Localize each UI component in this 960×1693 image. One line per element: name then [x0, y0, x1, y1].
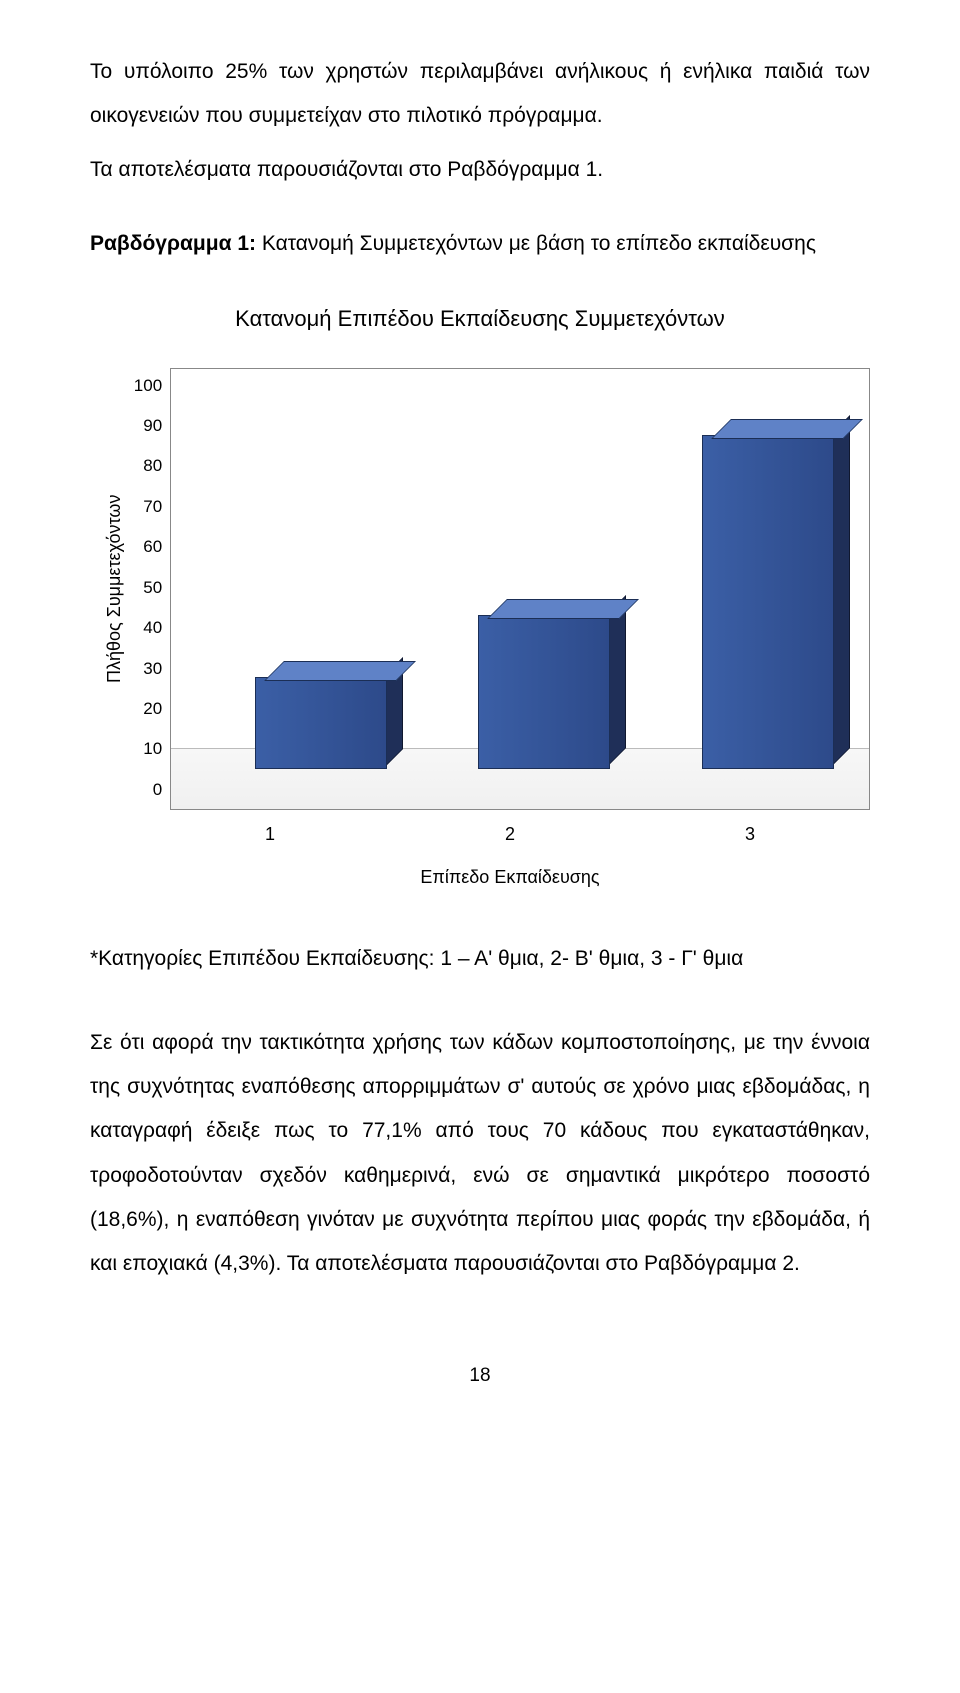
x-tick: 3 — [630, 816, 870, 854]
chart-desc-rest: Κατανομή Συμμετεχόντων με βάση το επίπεδ… — [256, 232, 816, 255]
y-tick: 70 — [143, 489, 162, 525]
y-tick: 40 — [143, 610, 162, 646]
y-tick: 60 — [143, 529, 162, 565]
y-tick: 10 — [143, 731, 162, 767]
y-tick: 90 — [143, 408, 162, 444]
paragraph-2: Τα αποτελέσματα παρουσιάζονται στο Ραβδό… — [90, 148, 870, 192]
y-axis-ticks: 1009080706050403020100 — [134, 368, 170, 808]
chart-title: Κατανομή Επιπέδου Εκπαίδευσης Συμμετεχόν… — [90, 296, 870, 342]
y-tick: 50 — [143, 570, 162, 606]
bar-top — [487, 599, 639, 619]
bar-top — [711, 419, 863, 439]
bar — [702, 437, 832, 768]
x-axis-ticks: 123 — [150, 816, 870, 854]
bar — [255, 679, 385, 769]
bar-front — [702, 435, 834, 768]
bar-front — [255, 677, 387, 769]
y-tick: 30 — [143, 651, 162, 687]
paragraph-1: Το υπόλοιπο 25% των χρηστών περιλαμβάνει… — [90, 50, 870, 138]
x-tick: 2 — [390, 816, 630, 854]
bar-front — [478, 615, 610, 768]
y-tick: 100 — [134, 368, 162, 404]
bar-chart: Πλήθος Συμμετεχόντων 1009080706050403020… — [90, 368, 870, 898]
chart-description: Ραβδόγραμμα 1: Κατανομή Συμμετεχόντων με… — [90, 222, 870, 266]
chart-lead: Ραβδόγραμμα 1: — [90, 232, 256, 255]
plot-area — [170, 368, 870, 810]
x-tick: 1 — [150, 816, 390, 854]
y-tick: 80 — [143, 448, 162, 484]
page-number: 18 — [90, 1356, 870, 1396]
y-tick: 20 — [143, 691, 162, 727]
y-tick: 0 — [153, 772, 162, 808]
y-axis-label: Πλήθος Συμμετεχόντων — [90, 368, 134, 810]
paragraph-3: Σε ότι αφορά την τακτικότητα χρήσης των … — [90, 1021, 870, 1286]
bar — [478, 617, 608, 768]
chart-inner: Πλήθος Συμμετεχόντων 1009080706050403020… — [90, 368, 870, 810]
page: Το υπόλοιπο 25% των χρηστών περιλαμβάνει… — [0, 0, 960, 1456]
bar-top — [264, 661, 416, 681]
chart-footnote: *Κατηγορίες Επιπέδου Εκπαίδευσης: 1 – Α'… — [90, 937, 870, 981]
x-axis-label: Επίπεδο Εκπαίδευσης — [150, 859, 870, 897]
